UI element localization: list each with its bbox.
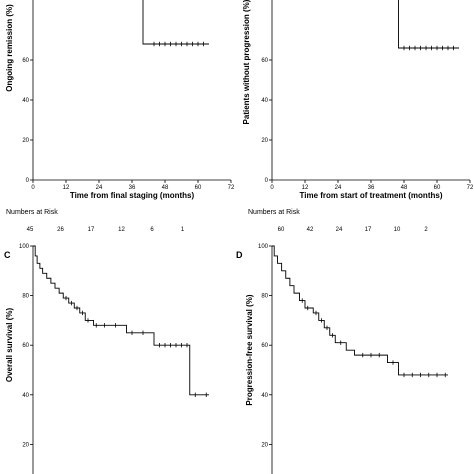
risk-count: 6 — [150, 227, 154, 233]
chart-panel-4: 20 40 60 80 100 Progression-free survival (%)… — [236, 244, 448, 474]
y-tick-label: 60 — [22, 343, 29, 349]
risk-count: 17 — [88, 227, 95, 233]
risk-count: 1 — [181, 227, 185, 233]
y-tick-label: 0 — [26, 178, 30, 184]
y-tick-label: 20 — [22, 138, 29, 144]
risk-count: 2 — [424, 227, 428, 233]
risk-count: 42 — [307, 227, 314, 233]
risk-count: 60 — [278, 227, 285, 233]
x-tick-label: 36 — [129, 185, 136, 191]
y-tick-label: 60 — [261, 343, 268, 349]
risk-table-title: Numbers at Risk — [248, 209, 300, 216]
x-tick-label: 36 — [368, 185, 375, 191]
y-tick-label: 40 — [261, 98, 268, 104]
survival-curve — [272, 245, 448, 376]
y-axis-label: Progression-free survival (%) — [245, 294, 254, 405]
x-tick-label: 48 — [401, 185, 408, 191]
y-tick-label: 20 — [22, 442, 29, 448]
x-tick-label: 0 — [270, 185, 274, 191]
y-axis-label: Ongoing remission (%) — [5, 4, 14, 92]
x-tick-label: 12 — [63, 185, 70, 191]
y-axis-label: Patients without progression (%) — [242, 0, 251, 124]
y-tick-label: 20 — [261, 442, 268, 448]
risk-count: 26 — [57, 227, 64, 233]
chart-panel-3: 20 40 60 80 100 Overall survival (%) C — [4, 244, 209, 474]
chart-panel-2: 0 20 40 60 0 12 24 36 48 60 72 Time from start of t… — [242, 0, 474, 233]
y-tick-label: 60 — [22, 58, 29, 64]
x-tick-label: 24 — [96, 185, 103, 191]
y-axis-label: Overall survival (%) — [5, 308, 14, 383]
risk-count: 12 — [118, 227, 125, 233]
y-tick-label: 20 — [261, 138, 268, 144]
risk-count: 17 — [365, 227, 372, 233]
x-tick-label: 0 — [31, 185, 35, 191]
x-axis-label: Time from start of treatment (months) — [300, 191, 443, 200]
y-tick-label: 60 — [261, 58, 268, 64]
x-tick-label: 72 — [467, 185, 474, 191]
y-tick-label: 100 — [258, 244, 269, 250]
risk-count: 10 — [394, 227, 401, 233]
y-tick-label: 40 — [22, 393, 29, 399]
risk-table-title: Numbers at Risk — [6, 209, 58, 216]
x-tick-label: 48 — [162, 185, 169, 191]
panel-letter: C — [4, 250, 11, 260]
x-axis-label: Time from final staging (months) — [70, 191, 195, 200]
y-tick-label: 80 — [261, 294, 268, 300]
y-tick-label: 40 — [261, 393, 268, 399]
chart-panel-1: 0 20 40 60 0 12 24 36 48 60 72 Time from final stag… — [5, 0, 235, 233]
x-tick-label: 12 — [302, 185, 309, 191]
risk-count: 45 — [27, 227, 34, 233]
risk-count: 24 — [336, 227, 343, 233]
survival-curve — [398, 0, 459, 49]
y-tick-label: 0 — [265, 178, 269, 184]
panel-letter: D — [236, 250, 243, 260]
survival-curve — [142, 0, 209, 45]
x-tick-label: 60 — [434, 185, 441, 191]
y-tick-label: 80 — [22, 294, 29, 300]
x-tick-label: 24 — [335, 185, 342, 191]
x-tick-label: 72 — [228, 185, 235, 191]
y-tick-label: 100 — [19, 244, 30, 250]
x-tick-label: 60 — [195, 185, 202, 191]
survival-curve — [33, 245, 209, 396]
y-tick-label: 40 — [22, 98, 29, 104]
